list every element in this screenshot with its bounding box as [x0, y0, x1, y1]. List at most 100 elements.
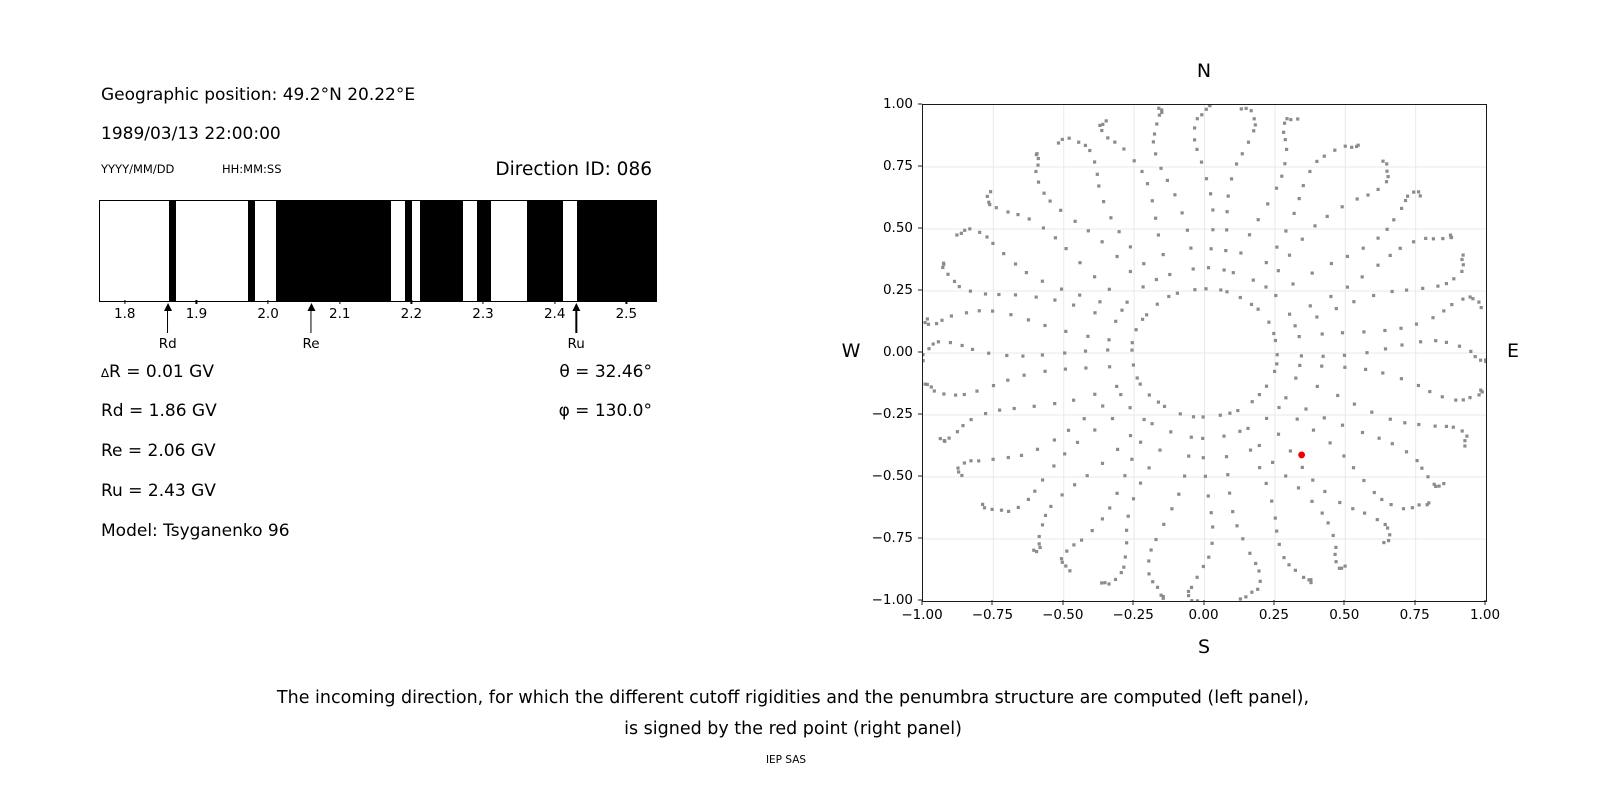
- penumbra-tick-label: 2.5: [615, 306, 638, 322]
- y-tick-label: 0.25: [882, 282, 913, 298]
- delta-symbol: ∆: [101, 366, 110, 380]
- arrow-stem: [310, 311, 312, 333]
- penumbra-band: [527, 201, 563, 301]
- arrow-up-icon: [307, 303, 316, 311]
- compass-east-label: E: [1506, 340, 1519, 362]
- geo-position-text: Geographic position: 49.2°N 20.22°E: [101, 85, 416, 105]
- arrow-stem: [575, 311, 577, 333]
- penumbra-tick: [554, 300, 556, 304]
- y-tick-label: −0.50: [871, 468, 913, 484]
- x-tick-label: −0.50: [1042, 607, 1084, 623]
- gridlines: [923, 105, 1486, 601]
- date-format-label: YYYY/MM/DD: [101, 162, 175, 176]
- theta-value: θ = 32.46°: [559, 362, 652, 382]
- x-tick: [1062, 600, 1064, 605]
- phi-value: φ = 130.0°: [558, 401, 652, 421]
- penumbra-tick-label: 2.0: [257, 306, 279, 322]
- penumbra-axis: 1.8 1.9 2.0 2.1 2.2 2.3 2.4 2.5 Rd Re Ru: [99, 300, 655, 360]
- penumbra-tick-label: 1.9: [185, 306, 208, 322]
- model-text: Model: Tsyganenko 96: [101, 521, 290, 541]
- penumbra-band: [168, 201, 176, 301]
- penumbra-tick: [339, 300, 341, 304]
- ru-value: Ru = 2.43 GV: [101, 481, 216, 501]
- penumbra-tick-label: 2.4: [543, 306, 566, 322]
- x-tick-label: 1.00: [1469, 607, 1501, 623]
- penumbra-band: [405, 201, 413, 301]
- time-format-label: HH:MM:SS: [222, 162, 282, 176]
- caption-line-1: The incoming direction, for which the di…: [276, 688, 1310, 708]
- y-tick-label: 1.00: [882, 96, 913, 112]
- delta-r-value: ∆R = 0.01 GV: [101, 362, 214, 382]
- x-tick: [1484, 600, 1486, 605]
- y-tick: [917, 165, 922, 167]
- penumbra-band: [247, 201, 255, 301]
- penumbra-plot: [99, 200, 657, 302]
- y-tick: [917, 537, 922, 539]
- penumbra-tick: [482, 300, 484, 304]
- arrow-up-icon: [572, 303, 581, 311]
- y-tick-label: 0.00: [882, 344, 913, 360]
- caption-line-2: is signed by the red point (right panel): [624, 719, 962, 739]
- direction-grid-points: [923, 105, 1486, 601]
- x-tick-label: −0.25: [1112, 607, 1154, 623]
- penumbra-band: [419, 201, 463, 301]
- compass-north-label: N: [1196, 60, 1212, 82]
- y-tick: [917, 289, 922, 291]
- penumbra-tick-label: 2.3: [472, 306, 494, 322]
- y-tick-label: −1.00: [871, 592, 913, 608]
- y-tick: [917, 413, 922, 415]
- penumbra-tick: [625, 300, 627, 304]
- x-tick: [991, 600, 993, 605]
- penumbra-tick-label: 2.1: [328, 306, 351, 322]
- penumbra-tick-label: 2.2: [400, 306, 423, 322]
- x-tick: [921, 600, 923, 605]
- cutoff-arrow-label: Re: [302, 336, 320, 352]
- cutoff-arrow-re: Re: [303, 303, 320, 352]
- penumbra-band: [476, 201, 492, 301]
- y-tick: [917, 103, 922, 105]
- penumbra-tick: [124, 300, 126, 304]
- compass-south-label: S: [1197, 636, 1211, 658]
- x-tick: [1132, 600, 1134, 605]
- y-tick: [917, 475, 922, 477]
- y-tick: [917, 227, 922, 229]
- cutoff-arrow-rd: Rd: [159, 303, 177, 352]
- x-tick-label: 0.75: [1399, 607, 1430, 623]
- rd-value: Rd = 1.86 GV: [101, 401, 217, 421]
- direction-id-text: Direction ID: 086: [495, 159, 652, 180]
- credit-text: IEP SAS: [765, 754, 807, 766]
- delta-r-text: R = 0.01 GV: [109, 362, 214, 382]
- x-tick: [1203, 600, 1204, 605]
- direction-scatter: [923, 105, 1486, 601]
- y-tick: [917, 351, 922, 353]
- x-tick: [1273, 600, 1275, 605]
- direction-plot: [922, 104, 1487, 602]
- compass-west-label: W: [841, 340, 861, 362]
- re-value: Re = 2.06 GV: [101, 441, 216, 461]
- penumbra-tick: [267, 300, 269, 304]
- penumbra-tick-label: 1.8: [114, 306, 136, 322]
- y-tick-label: −0.75: [871, 530, 913, 546]
- cutoff-arrow-label: Ru: [567, 336, 585, 352]
- cutoff-arrow-ru: Ru: [568, 303, 585, 352]
- x-tick-label: −0.75: [971, 607, 1014, 623]
- penumbra-tick: [410, 300, 412, 304]
- y-tick-label: 0.50: [882, 220, 913, 236]
- x-tick-label: −1.00: [901, 607, 943, 623]
- y-tick-label: 0.75: [882, 158, 913, 174]
- y-tick: [917, 599, 922, 601]
- cutoff-arrow-label: Rd: [158, 336, 177, 352]
- x-tick-label: 0.25: [1258, 607, 1289, 623]
- penumbra-tick: [195, 300, 198, 304]
- arrow-up-icon: [163, 303, 172, 311]
- y-tick-label: −0.25: [871, 406, 913, 422]
- penumbra-band: [577, 201, 656, 301]
- x-tick: [1343, 600, 1345, 605]
- arrow-stem: [167, 311, 169, 333]
- x-axis: −1.00 −0.75 −0.50 −0.25 0.00 0.25 0.50 0.75 1.00: [901, 600, 1500, 640]
- red-direction-point: [1298, 451, 1306, 459]
- penumbra-band: [276, 201, 391, 301]
- x-tick: [1414, 600, 1416, 605]
- x-tick-label: 0.50: [1329, 607, 1360, 623]
